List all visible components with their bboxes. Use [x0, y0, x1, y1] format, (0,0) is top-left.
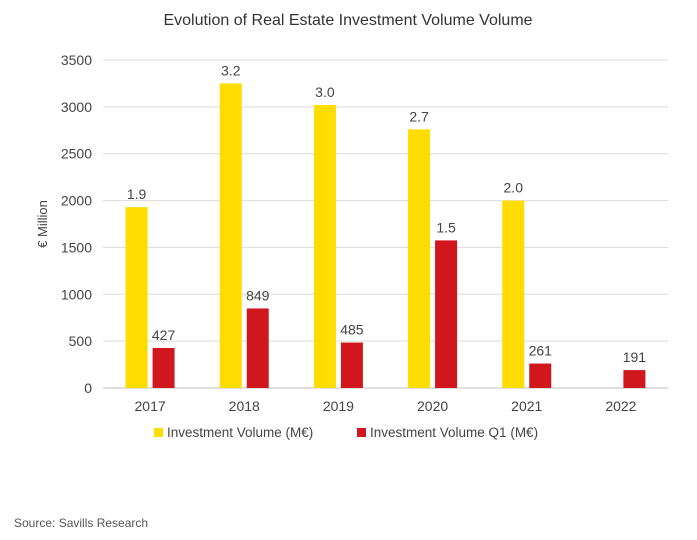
- bar-investment-volume-q1-2021: [529, 363, 552, 388]
- x-tick-label: 2020: [417, 398, 448, 414]
- x-tick-label: 2017: [135, 398, 166, 414]
- data-label: 427: [152, 327, 176, 343]
- chart: Evolution of Real Estate Investment Volu…: [35, 12, 668, 440]
- x-tick-label: 2018: [229, 398, 260, 414]
- y-tick-label: 2000: [61, 193, 92, 209]
- legend-label: Investment Volume Q1 (M€): [370, 425, 538, 440]
- bar-investment-volume-2018: [219, 83, 242, 388]
- data-label: 485: [340, 322, 364, 338]
- bars: [125, 83, 646, 389]
- legend: Investment Volume (M€) Investment Volume …: [154, 425, 538, 440]
- data-label: 3.0: [315, 84, 335, 100]
- y-tick-label: 0: [84, 380, 92, 396]
- data-label: 191: [623, 349, 647, 365]
- chart-title: Evolution of Real Estate Investment Volu…: [163, 12, 532, 29]
- x-tick-labels: 2017 2018 2019 2020 2021 2022: [135, 398, 637, 414]
- x-tick-label: 2019: [323, 398, 354, 414]
- y-tick-label: 3500: [61, 52, 92, 68]
- bar-investment-volume-q1-2018: [246, 308, 269, 388]
- bar-investment-volume-q1-2019: [340, 342, 363, 388]
- bar-investment-volume-q1-2020: [435, 240, 458, 388]
- bar-investment-volume-2020: [408, 129, 431, 388]
- bar-investment-volume-q1-2017: [152, 347, 175, 388]
- x-tick-label: 2022: [605, 398, 636, 414]
- y-tick-label: 1500: [61, 239, 92, 255]
- y-tick-label: 500: [69, 333, 93, 349]
- data-label: 3.2: [221, 62, 241, 78]
- x-tick-label: 2021: [511, 398, 542, 414]
- y-tick-label: 1000: [61, 286, 92, 302]
- data-label: 1.5: [436, 219, 456, 235]
- data-label: 849: [246, 287, 270, 303]
- bar-investment-volume-2021: [502, 200, 525, 388]
- bar-investment-volume-2017: [125, 207, 148, 388]
- data-label: 1.9: [127, 186, 147, 202]
- data-labels: 1.9 427 3.2 849 3.0 485 2.7 1.5 2.0 261 191: [127, 62, 646, 365]
- legend-swatch: [357, 428, 366, 437]
- bar-investment-volume-2019: [313, 104, 336, 389]
- y-axis-label: € Million: [35, 200, 50, 248]
- gridlines: [103, 59, 668, 389]
- legend-label: Investment Volume (M€): [167, 425, 313, 440]
- y-tick-label: 3000: [61, 99, 92, 115]
- bar-investment-volume-q1-2022: [623, 370, 646, 388]
- data-label: 2.0: [504, 180, 524, 196]
- data-label: 261: [529, 343, 553, 359]
- legend-swatch: [154, 428, 163, 437]
- data-label: 2.7: [409, 108, 429, 124]
- source-note: Source: Savills Research: [14, 516, 149, 530]
- y-tick-label: 2500: [61, 146, 92, 162]
- y-tick-labels: 0 500 1000 1500 2000 2500 3000 3500: [61, 52, 92, 396]
